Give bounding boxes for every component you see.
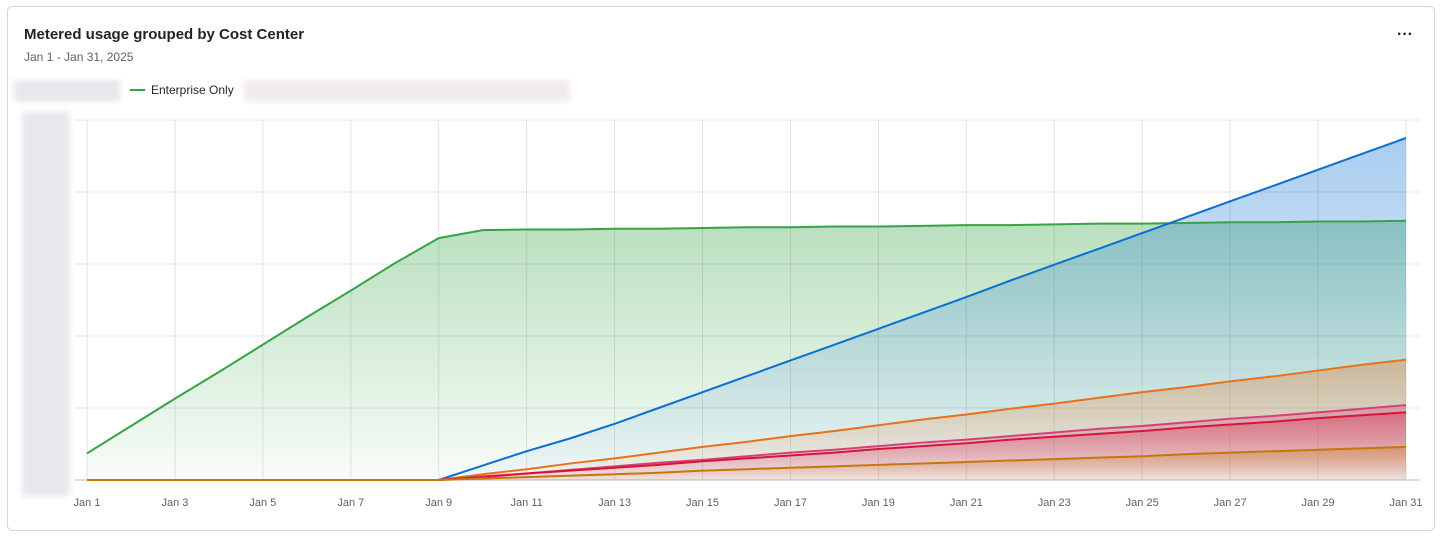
x-tick-label: Jan 3 <box>161 497 188 509</box>
blurred-y-axis <box>22 112 70 496</box>
chart-subtitle: Jan 1 - Jan 31, 2025 <box>24 50 134 64</box>
x-tick-label: Jan 7 <box>337 497 364 509</box>
chart-title: Metered usage grouped by Cost Center <box>24 26 304 43</box>
area-fill <box>87 446 1406 480</box>
x-tick-label: Jan 17 <box>774 497 807 509</box>
x-tick-label: Jan 23 <box>1038 497 1071 509</box>
series-line <box>87 445 1407 481</box>
x-tick-label: Jan 9 <box>425 497 452 509</box>
area-fill <box>87 138 1406 480</box>
x-tick-label: Jan 5 <box>249 497 276 509</box>
x-tick-label: Jan 1 <box>74 497 101 509</box>
x-tick-label: Jan 25 <box>1126 497 1159 509</box>
x-tick-label: Jan 19 <box>862 497 895 509</box>
x-tick-label: Jan 29 <box>1302 497 1335 509</box>
menu-button[interactable]: ··· <box>1397 26 1413 43</box>
x-tick-label: Jan 15 <box>686 497 719 509</box>
blurred-legend <box>14 80 120 102</box>
x-tick-label: Jan 27 <box>1214 497 1247 509</box>
blurred-legend <box>244 80 570 102</box>
x-tick-label: Jan 11 <box>511 497 543 509</box>
series-line <box>86 219 1407 455</box>
x-tick-label: Jan 31 <box>1389 497 1422 509</box>
legend-label: Enterprise Only <box>151 83 234 97</box>
x-tick-label: Jan 13 <box>598 497 631 509</box>
x-tick-label: Jan 21 <box>950 497 983 509</box>
